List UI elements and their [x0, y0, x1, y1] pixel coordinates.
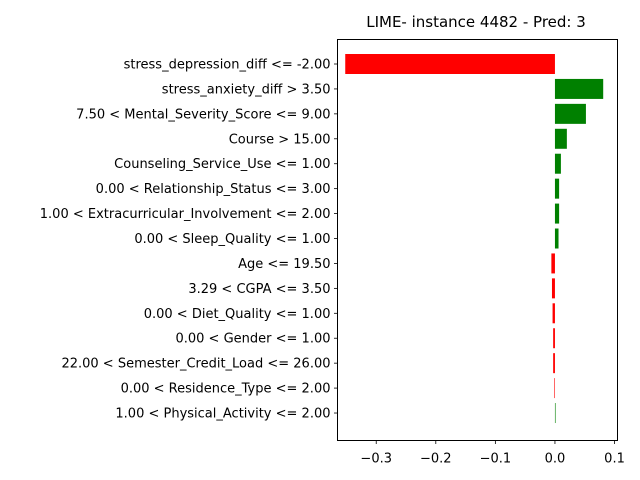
bar-6: [554, 203, 560, 224]
y-label-4: Counseling_Service_Use <= 1.00: [114, 157, 330, 172]
bar-12: [553, 353, 555, 374]
y-label-0: stress_depression_diff <= -2.00: [124, 58, 331, 73]
y-label-2: 7.50 < Mental_Severity_Score <= 9.00: [76, 107, 330, 122]
bar-5: [554, 178, 560, 199]
bar-11: [553, 328, 555, 349]
y-label-13: 0.00 < Residence_Type <= 2.00: [121, 382, 331, 397]
bar-0: [345, 54, 555, 74]
bar-13: [554, 378, 555, 399]
x-tick-label-2: −0.1: [480, 452, 512, 467]
bar-9: [551, 278, 555, 299]
x-ticks-group: −0.3 −0.2 −0.1 0.0 0.1: [360, 440, 625, 467]
y-label-6: 1.00 < Extracurricular_Involvement <= 2.…: [40, 207, 331, 222]
bar-14: [554, 403, 556, 424]
bars-group: [345, 54, 604, 424]
bar-2: [554, 103, 586, 124]
y-label-5: 0.00 < Relationship_Status <= 3.00: [96, 182, 331, 197]
y-label-12: 22.00 < Semester_Credit_Load <= 26.00: [61, 357, 330, 372]
y-label-8: Age <= 19.50: [238, 257, 330, 272]
bar-1: [554, 78, 604, 99]
y-label-11: 0.00 < Gender <= 1.00: [175, 332, 330, 347]
bar-3: [554, 128, 567, 149]
plot-frame: [337, 39, 618, 441]
y-label-10: 0.00 < Diet_Quality <= 1.00: [144, 307, 331, 322]
x-tick-label-1: −0.2: [420, 452, 452, 467]
bar-4: [554, 153, 561, 174]
x-tick-label-0: −0.3: [360, 452, 392, 467]
x-tick-label-4: 0.1: [604, 452, 625, 467]
y-label-7: 0.00 < Sleep_Quality <= 1.00: [134, 232, 330, 247]
y-label-9: 3.29 < CGPA <= 3.50: [188, 282, 330, 297]
y-labels-group: stress_depression_diff <= -2.00 stress_an…: [40, 58, 338, 422]
y-label-3: Course > 15.00: [229, 132, 331, 147]
y-label-14: 1.00 < Physical_Activity <= 2.00: [115, 407, 330, 422]
y-label-1: stress_anxiety_diff > 3.50: [162, 82, 331, 97]
bar-7: [554, 228, 559, 249]
bar-8: [551, 253, 555, 274]
bar-10: [552, 303, 555, 324]
x-tick-label-3: 0.0: [545, 452, 566, 467]
chart-title: LIME- instance 4482 - Pred: 3: [366, 13, 586, 31]
